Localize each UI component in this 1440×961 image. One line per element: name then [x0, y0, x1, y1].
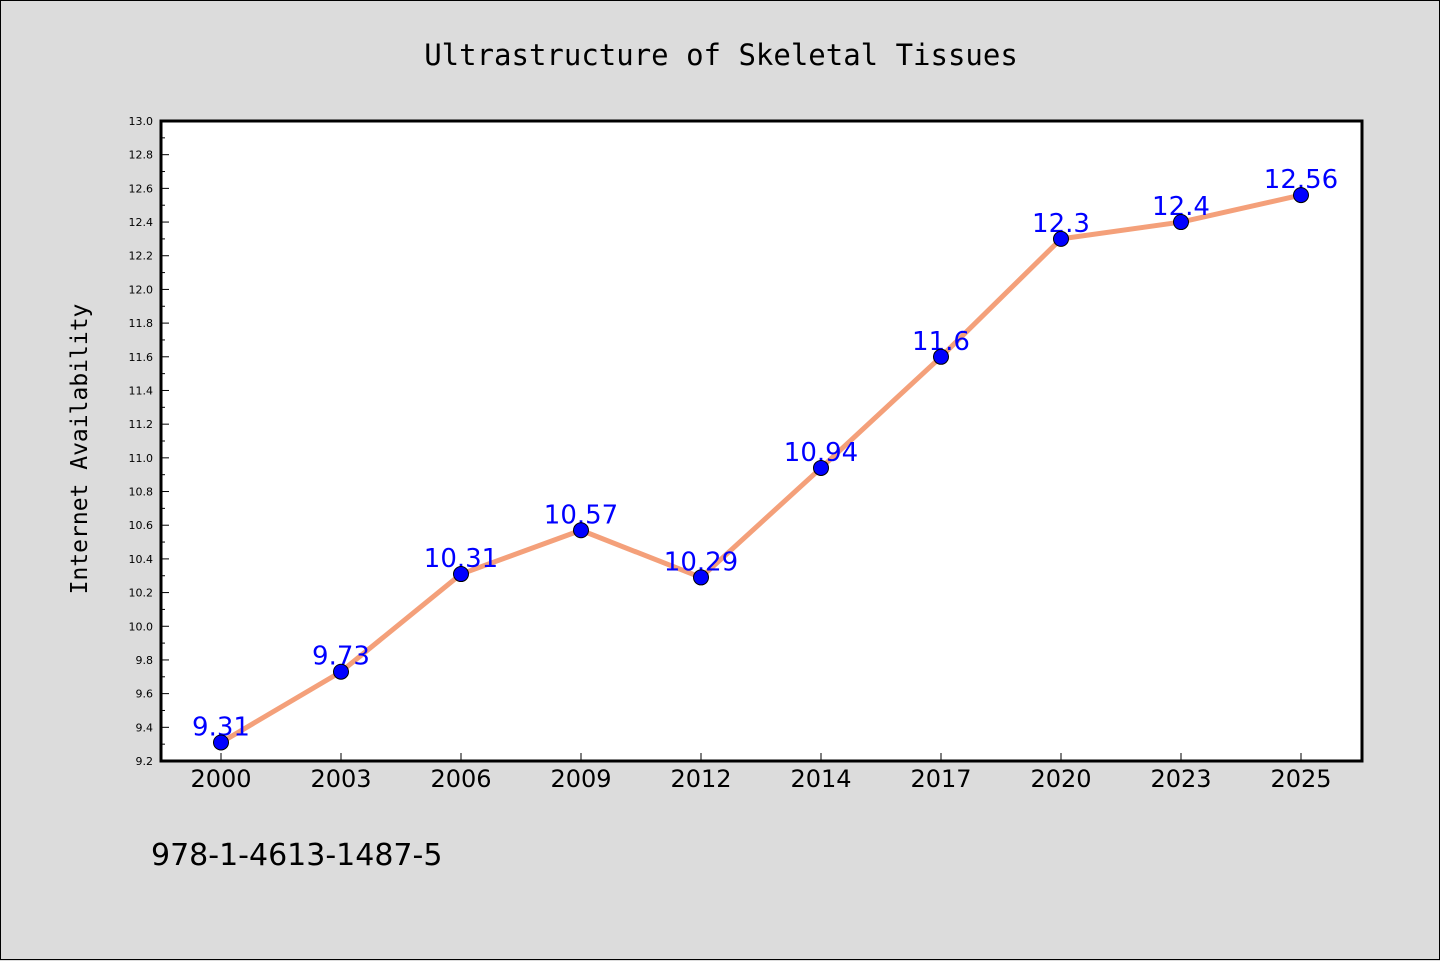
data-point: [1173, 214, 1189, 231]
x-tick-label: 2023: [1150, 765, 1211, 793]
series-line: [218, 192, 1304, 745]
y-tick-label: 9.4: [136, 721, 154, 734]
data-point: [1293, 187, 1309, 204]
data-point: [693, 569, 709, 586]
y-tick-label: 11.0: [129, 452, 154, 465]
y-tick-label: 12.2: [129, 250, 154, 263]
y-tick-label: 12.4: [129, 216, 154, 229]
y-tick-label: 11.2: [129, 418, 154, 431]
data-point: [213, 734, 229, 751]
chart-title: Ultrastructure of Skeletal Tissues: [424, 38, 1018, 72]
data-point: [453, 566, 469, 583]
data-point: [933, 348, 949, 365]
y-tick-label: 9.2: [136, 755, 154, 768]
data-point: [1053, 230, 1069, 247]
y-tick-label: 10.6: [129, 519, 154, 532]
x-tick-label: 2025: [1270, 765, 1331, 793]
series-group: 9.319.7310.3110.5710.2910.9411.612.312.4…: [192, 165, 1338, 751]
y-tick-label: 12.0: [129, 283, 154, 296]
y-tick-label: 10.4: [129, 553, 154, 566]
footnote-isbn: 978-1-4613-1487-5: [151, 838, 442, 873]
plot-border: [159, 119, 1364, 763]
y-tick-label: 12.6: [129, 182, 154, 195]
y-tick-label: 10.2: [129, 587, 154, 600]
x-tick-label: 2009: [550, 765, 611, 793]
x-tick-label: 2000: [190, 765, 251, 793]
data-point: [813, 459, 829, 476]
y-tick-label: 9.6: [136, 688, 154, 701]
y-tick-label: 11.4: [129, 384, 154, 397]
y-tick-label: 11.8: [129, 317, 154, 330]
y-tick-label: 11.6: [129, 351, 154, 364]
y-tick-label: 10.8: [129, 486, 154, 499]
data-point: [333, 663, 349, 680]
y-axis-label: Internet Availability: [67, 304, 93, 595]
y-tick-label: 10.0: [129, 620, 154, 633]
x-tick-label: 2017: [910, 765, 971, 793]
x-tick-label: 2014: [790, 765, 851, 793]
x-tick-label: 2012: [670, 765, 731, 793]
y-tick-label: 13.0: [129, 115, 154, 128]
x-tick-label: 2006: [430, 765, 491, 793]
y-tick-label: 12.8: [129, 149, 154, 162]
data-point: [573, 522, 589, 539]
y-tick-label: 9.8: [136, 654, 154, 667]
x-tick-label: 2003: [310, 765, 371, 793]
axis-ticks: 9.2 9.4 9.6 9.8 10.0 10.2 10.4 10.6 10.8 11.0 11.2…: [129, 115, 1332, 793]
x-tick-label: 2020: [1030, 765, 1091, 793]
